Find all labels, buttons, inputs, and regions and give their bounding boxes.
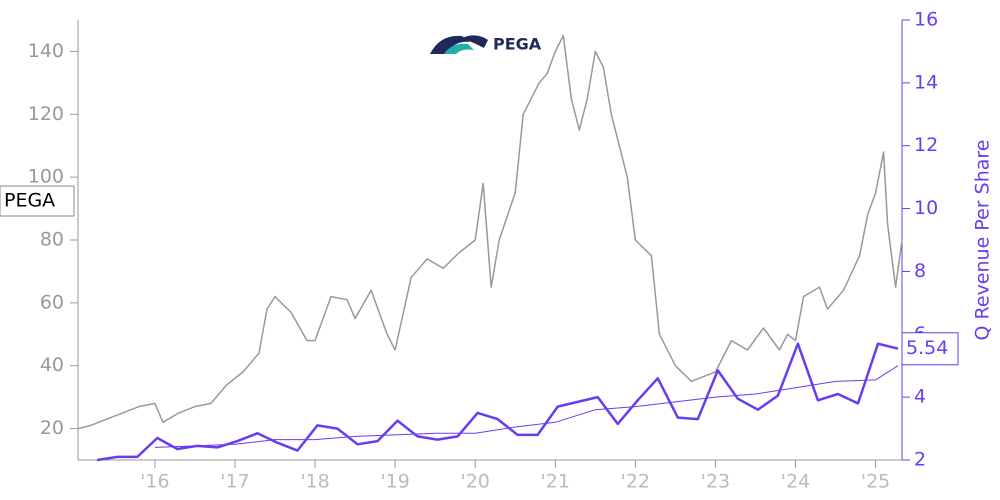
x-tick-label: '17	[220, 471, 249, 493]
y2-tick-label: 14	[914, 71, 938, 93]
x-tick-label: '19	[380, 471, 409, 493]
x-tick-label: '22	[621, 471, 650, 493]
logo-icon	[444, 43, 474, 54]
x-tick-label: '20	[460, 471, 489, 493]
logo-icon	[462, 35, 488, 48]
x-tick-label: '23	[701, 471, 730, 493]
logo-icon	[430, 35, 470, 54]
logo: PEGA	[430, 35, 542, 54]
logo-text: PEGA	[493, 35, 542, 54]
x-tick-label: '16	[140, 471, 169, 493]
last-value-label: 5.54	[906, 337, 948, 359]
y-tick-label: 80	[40, 229, 64, 251]
series-label: PEGA	[4, 190, 55, 212]
value-box	[901, 332, 959, 366]
y-tick-label: 60	[40, 291, 64, 313]
y2-tick-label: 12	[914, 134, 938, 156]
y-tick-label: 140	[28, 40, 64, 62]
x-tick-label: '18	[300, 471, 329, 493]
x-tick-label: '24	[781, 471, 810, 493]
series-line	[77, 34, 903, 430]
y-tick-label: 100	[28, 166, 64, 188]
y-tick-label: 120	[28, 103, 64, 125]
y2-tick-label: 4	[914, 386, 926, 408]
series-line	[154, 365, 899, 448]
series-line	[97, 342, 899, 462]
x-tick-label: '25	[861, 471, 890, 493]
y2-tick-label: 16	[914, 9, 938, 31]
label-box	[0, 185, 75, 217]
y2-tick-label: 2	[914, 449, 926, 471]
y2-tick-label: 10	[914, 197, 938, 219]
x-tick-label: '21	[541, 471, 570, 493]
y-tick-label: 40	[40, 354, 64, 376]
y2-axis-label: Q Revenue Per Share	[972, 140, 994, 341]
y2-tick-label: 8	[914, 260, 926, 282]
y-tick-label: 20	[40, 417, 64, 439]
